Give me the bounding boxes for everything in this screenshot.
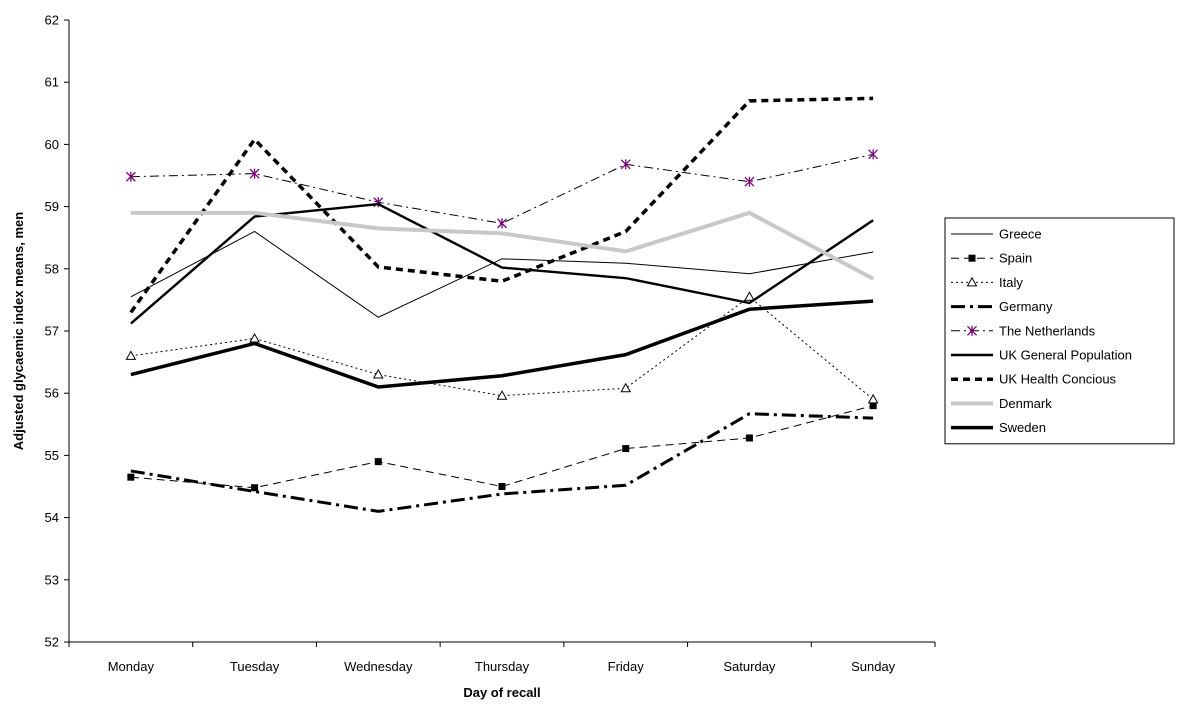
series-layer xyxy=(125,96,879,513)
y-axis-title: Adjusted glycaemic index means, men xyxy=(11,212,26,450)
data-point-spain xyxy=(374,458,382,466)
legend-item-sweden: Sweden xyxy=(951,420,1046,435)
data-point-the-netherlands xyxy=(620,159,631,170)
legend-label: UK Health Concious xyxy=(999,372,1117,387)
legend-item-uk-general-population: UK General Population xyxy=(951,348,1132,363)
series-line-uk-health-concious xyxy=(129,96,874,314)
y-tick-label: 59 xyxy=(45,199,59,214)
x-tick-label: Sunday xyxy=(851,659,896,674)
x-axis: Monday Tuesday Wednesday Thursday Friday Satu… xyxy=(68,641,936,674)
legend-item-germany: Germany xyxy=(951,299,1053,314)
series-line-spain xyxy=(130,405,874,489)
series-line-denmark xyxy=(130,210,875,281)
data-point-spain xyxy=(127,473,135,481)
series-line-uk-general-population xyxy=(130,202,874,325)
legend-item-greece: Greece xyxy=(951,227,1042,242)
y-tick-label: 57 xyxy=(45,324,59,339)
series-uk-health-concious xyxy=(129,96,874,314)
y-tick-label: 56 xyxy=(45,386,59,401)
legend-label: Italy xyxy=(999,275,1023,290)
series-italy xyxy=(125,291,879,404)
legend-label: UK General Population xyxy=(999,348,1132,363)
legend-item-uk-health-concious: UK Health Concious xyxy=(951,372,1117,387)
x-tick-label: Thursday xyxy=(475,659,530,674)
series-spain xyxy=(127,402,877,492)
legend-item-the-netherlands: The Netherlands xyxy=(951,323,1096,338)
data-point-spain xyxy=(251,484,259,492)
data-point-italy xyxy=(620,382,632,393)
x-tick-label: Friday xyxy=(608,659,645,674)
data-point-the-netherlands xyxy=(249,168,260,179)
data-point-spain xyxy=(745,434,753,442)
data-point-italy xyxy=(867,393,879,404)
series-sweden xyxy=(130,299,874,389)
legend-item-italy: Italy xyxy=(951,275,1023,290)
legend-item-spain: Spain xyxy=(951,251,1032,266)
y-tick-label: 54 xyxy=(45,510,59,525)
data-point-italy xyxy=(249,332,260,343)
x-tick-label: Saturday xyxy=(723,659,776,674)
y-tick-label: 55 xyxy=(45,448,59,463)
series-uk-general-population xyxy=(130,202,874,325)
legend-label: Sweden xyxy=(999,420,1046,435)
series-line-germany xyxy=(130,412,874,513)
y-tick-label: 62 xyxy=(45,13,59,28)
x-axis-title: Day of recall xyxy=(463,685,540,700)
data-point-italy xyxy=(125,350,137,360)
legend-label: Germany xyxy=(999,299,1053,314)
legend: Greece Spain Italy Germany The Netherlands UK… xyxy=(944,217,1175,445)
data-point-spain xyxy=(498,483,506,490)
y-tick-label: 58 xyxy=(45,261,59,276)
legend-marker xyxy=(966,276,978,287)
y-tick-label: 60 xyxy=(45,137,59,152)
legend-item-denmark: Denmark xyxy=(951,396,1052,411)
y-tick-label: 53 xyxy=(45,572,59,587)
series-greece xyxy=(130,230,874,318)
series-denmark xyxy=(130,210,875,281)
x-tick-label: Wednesday xyxy=(344,659,413,674)
x-tick-label: Monday xyxy=(108,659,155,674)
series-germany xyxy=(130,412,874,513)
y-axis: 52 53 54 55 56 57 58 59 60 61 62 xyxy=(45,13,70,650)
legend-label: Denmark xyxy=(999,396,1052,411)
data-point-spain xyxy=(622,445,630,453)
data-point-italy xyxy=(744,291,755,301)
data-point-italy xyxy=(372,369,384,379)
data-point-the-netherlands xyxy=(497,218,507,229)
legend-label: Greece xyxy=(999,227,1042,242)
data-point-the-netherlands xyxy=(868,149,879,160)
x-tick-label: Tuesday xyxy=(230,659,280,674)
legend-marker xyxy=(968,254,976,262)
legend-marker xyxy=(967,325,977,336)
series-line-greece xyxy=(130,230,874,318)
data-point-italy xyxy=(496,390,508,400)
legend-label: The Netherlands xyxy=(999,323,1096,338)
series-line-sweden xyxy=(130,299,874,389)
y-tick-label: 61 xyxy=(45,75,59,90)
data-point-the-netherlands xyxy=(125,171,136,182)
data-point-spain xyxy=(869,402,877,410)
legend-label: Spain xyxy=(999,251,1032,266)
data-point-the-netherlands xyxy=(744,176,755,187)
y-tick-label: 52 xyxy=(45,635,59,650)
